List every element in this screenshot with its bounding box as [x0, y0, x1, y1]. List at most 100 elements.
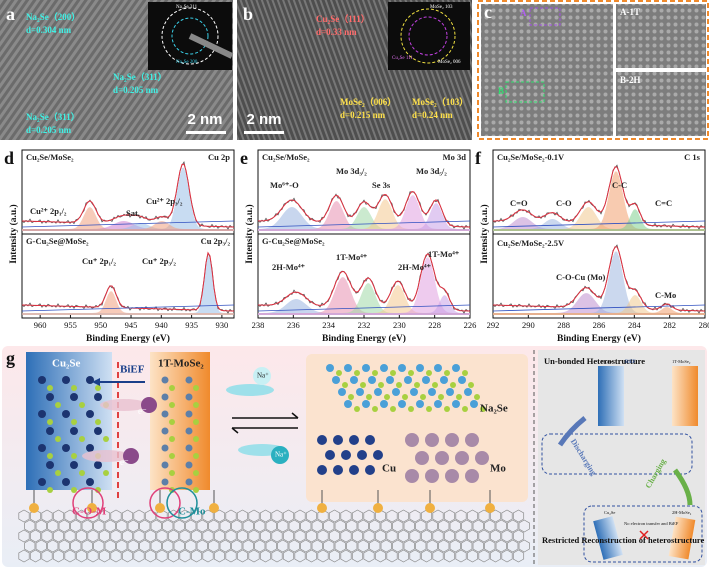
y-axis-label: Intensity (a.u.)	[8, 204, 19, 263]
graphene-cell	[29, 529, 42, 543]
fit-component	[22, 167, 234, 231]
se-atom	[390, 370, 396, 376]
annotation: MoSe₂（006）	[340, 97, 396, 107]
na-atom	[380, 400, 388, 408]
graphene-cell	[340, 529, 352, 543]
graphene-cell	[449, 519, 461, 533]
annotation: d=0.215 nm	[340, 110, 386, 120]
graphene-cell	[426, 519, 438, 533]
graphene-cell	[167, 529, 180, 543]
se-atom	[444, 370, 450, 376]
x-tick-label: 232	[358, 320, 371, 330]
saed-ring	[408, 16, 448, 56]
saed-label: Na₂Se 200	[176, 60, 198, 65]
y-axis-label: Intensity (a.u.)	[244, 204, 255, 263]
graphene-cell	[179, 509, 191, 523]
graphene-cell	[409, 529, 421, 543]
graphene-cell	[415, 519, 427, 533]
se-atom	[79, 436, 85, 442]
saed-ring	[171, 17, 209, 55]
se-atom	[384, 394, 390, 400]
se-atom	[408, 370, 414, 376]
graphene-cell	[357, 539, 369, 553]
fitted-envelope	[257, 253, 471, 312]
graphene-cell	[461, 539, 473, 553]
anchor-atom	[209, 503, 219, 513]
graphene-cell	[317, 549, 329, 563]
graphene-cell	[231, 519, 243, 533]
mo-atom	[475, 451, 489, 465]
y-axis-label: Intensity (a.u.)	[479, 204, 490, 263]
region-box	[505, 81, 545, 103]
se-atom	[372, 370, 378, 376]
interface-mark	[166, 487, 198, 519]
peak-label: Cu 2p₃/₂	[201, 236, 231, 246]
mo-atom	[425, 433, 439, 447]
graphene-cell	[334, 539, 346, 553]
peak-label: 1T-Mo⁴⁺	[428, 249, 460, 259]
panel-label: e	[240, 148, 248, 168]
graphene-cell	[420, 549, 433, 563]
cu-atom	[357, 450, 367, 460]
graphene-cell	[29, 509, 42, 523]
graphene-cell	[495, 519, 507, 533]
graphene-cell	[254, 539, 266, 553]
mo-atom	[445, 433, 459, 447]
fit-component	[258, 207, 470, 231]
cu-atom	[94, 461, 102, 469]
graphene-cell	[461, 519, 473, 533]
graphene-cell	[328, 529, 341, 543]
annotation: d=0.33 nm	[316, 27, 357, 37]
saed-ring	[400, 8, 456, 64]
graphene-cell	[449, 539, 461, 553]
peak-label: C-O	[556, 198, 572, 208]
electron-trail	[100, 399, 148, 411]
se-atom	[354, 370, 360, 376]
graphene-cell	[294, 549, 306, 563]
graphene-cell	[133, 529, 145, 543]
annotation: d=0.304 nm	[26, 25, 72, 35]
x-tick-label: 280	[699, 320, 709, 330]
graphene-cell	[167, 549, 180, 563]
graphene-cell	[81, 539, 93, 553]
peak-label: G-Cu₂Se@MoSe₂	[26, 236, 89, 246]
peak-label: Cu₂Se/MoSe₂	[26, 152, 74, 162]
na-atom	[416, 400, 424, 408]
cu-atom	[70, 393, 78, 401]
graphene-cell	[127, 519, 139, 533]
graphene-cell	[507, 539, 519, 553]
graphene-cell	[472, 519, 484, 533]
graphene-cell	[58, 519, 70, 533]
fit-component	[493, 219, 705, 231]
cu-atom	[86, 444, 94, 452]
electron-trail	[82, 450, 130, 462]
side-label: Cu₂Se	[604, 510, 615, 515]
graphene-cell	[35, 519, 47, 533]
saed-ring	[161, 7, 219, 65]
mo-atom	[161, 461, 169, 469]
graphene-cell	[466, 529, 479, 543]
graphene-cell	[317, 509, 329, 523]
step-arrow	[557, 416, 587, 447]
na-atom	[416, 364, 424, 372]
x-tick-label: 228	[428, 320, 441, 330]
graphene-cell	[248, 549, 260, 563]
fitted-envelope	[21, 163, 235, 228]
peak-label: C=O	[510, 198, 528, 208]
graphene-cell	[311, 539, 323, 553]
graphene-cell	[179, 549, 191, 563]
mo-atom	[185, 478, 193, 486]
ion-label: Na⁺	[275, 451, 287, 459]
graphene-cell	[415, 539, 427, 553]
peak-label: Cu⁺ 2p₃/₂	[142, 256, 176, 266]
fitted-envelope	[257, 190, 471, 228]
graphene-cell	[24, 519, 36, 533]
peak-label: Se 3s	[372, 180, 391, 190]
graphene-cell	[173, 539, 185, 553]
anchor-atom	[485, 503, 495, 513]
graphene-cell	[81, 519, 93, 533]
na-atom	[398, 400, 406, 408]
mo-atom	[425, 469, 439, 483]
se-atom	[71, 453, 77, 459]
graphene-cell	[121, 509, 134, 523]
